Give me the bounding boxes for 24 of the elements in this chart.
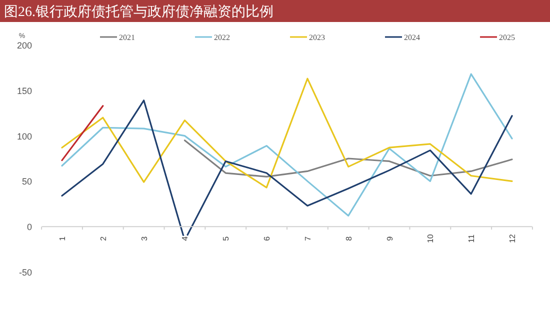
x-tick-label: 6 <box>262 236 272 241</box>
x-tick-label: 12 <box>508 234 517 244</box>
x-tick-label: 5 <box>222 236 231 241</box>
x-tick-label: 1 <box>58 236 67 241</box>
y-tick-label: 100 <box>16 131 32 142</box>
x-tick-label: 9 <box>385 236 394 241</box>
x-tick-label: 10 <box>426 234 436 244</box>
y-tick-label: 50 <box>22 176 32 187</box>
x-tick-label: 4 <box>180 236 190 241</box>
legend-label: 2022 <box>214 33 230 42</box>
x-tick-label: 7 <box>303 236 312 241</box>
legend-label: 2025 <box>499 33 515 42</box>
legend-label: 2023 <box>309 33 325 42</box>
y-tick-label: -50 <box>18 268 32 278</box>
y-tick-label: 0 <box>26 222 32 232</box>
legend-label: 2024 <box>404 33 420 42</box>
x-tick-label: 2 <box>98 236 108 241</box>
chart-title: 图26.银行政府债托管与政府债净融资的比例 <box>4 4 274 20</box>
y-tick-label: 200 <box>16 40 32 50</box>
x-tick-label: 8 <box>344 236 354 241</box>
y-tick-label: 150 <box>16 86 32 96</box>
x-tick-label: 11 <box>467 234 476 243</box>
x-tick-label: 3 <box>140 236 149 241</box>
legend-label: 2021 <box>119 33 135 42</box>
